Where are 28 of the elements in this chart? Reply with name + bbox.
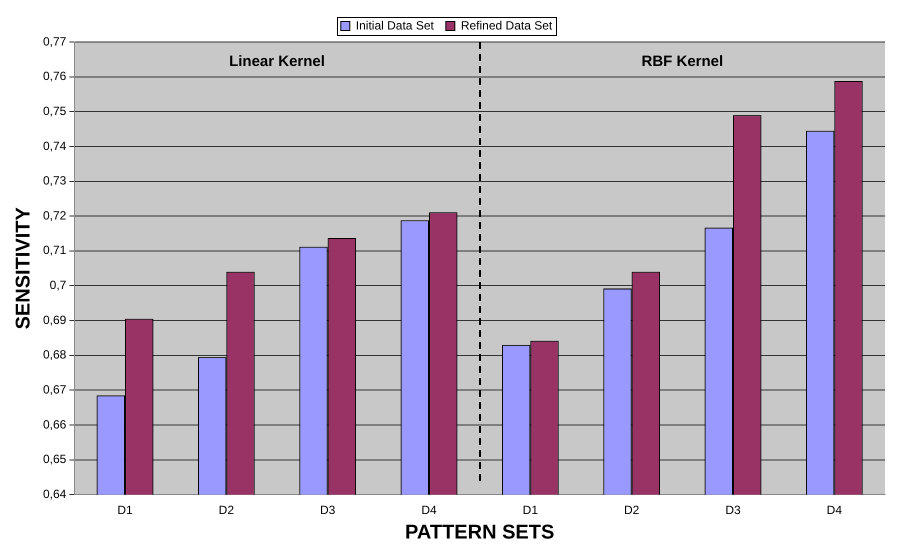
legend-label: Refined Data Set	[460, 18, 553, 32]
x-tick-label: D1	[117, 503, 134, 518]
x-tick-label: D3	[725, 503, 741, 518]
y-tick-label: 0,69	[42, 312, 67, 327]
y-tick-label: 0,77	[42, 34, 67, 48]
annotation: Linear Kernel	[229, 53, 325, 70]
x-tick-label: D3	[320, 503, 336, 518]
y-axis-title: SENSITIVITY	[12, 206, 35, 330]
y-tick-label: 0,74	[42, 138, 67, 153]
x-tick-label: D1	[522, 503, 538, 518]
y-tick-label: 0,68	[42, 348, 67, 362]
legend-label: Initial Data Set	[356, 18, 434, 32]
x-tick-label: D2	[624, 503, 640, 518]
x-axis-title: PATTERN SETS	[405, 522, 554, 544]
y-tick-label: 0,66	[42, 417, 67, 432]
x-tick-label: D4	[421, 503, 438, 518]
y-tick-label: 0,7	[50, 278, 67, 292]
y-tick-label: 0,64	[42, 486, 67, 501]
y-tick-label: 0,75	[42, 104, 67, 118]
y-tick-label: 0,76	[42, 69, 67, 84]
x-tick-label: D4	[826, 503, 842, 518]
y-tick-label: 0,65	[42, 452, 67, 466]
annotation: RBF Kernel	[641, 53, 724, 70]
y-tick-label: 0,73	[42, 174, 67, 188]
y-tick-label: 0,67	[42, 382, 67, 396]
x-tick-label: D2	[218, 503, 234, 518]
y-tick-label: 0,71	[42, 243, 67, 258]
y-tick-label: 0,72	[42, 208, 67, 222]
